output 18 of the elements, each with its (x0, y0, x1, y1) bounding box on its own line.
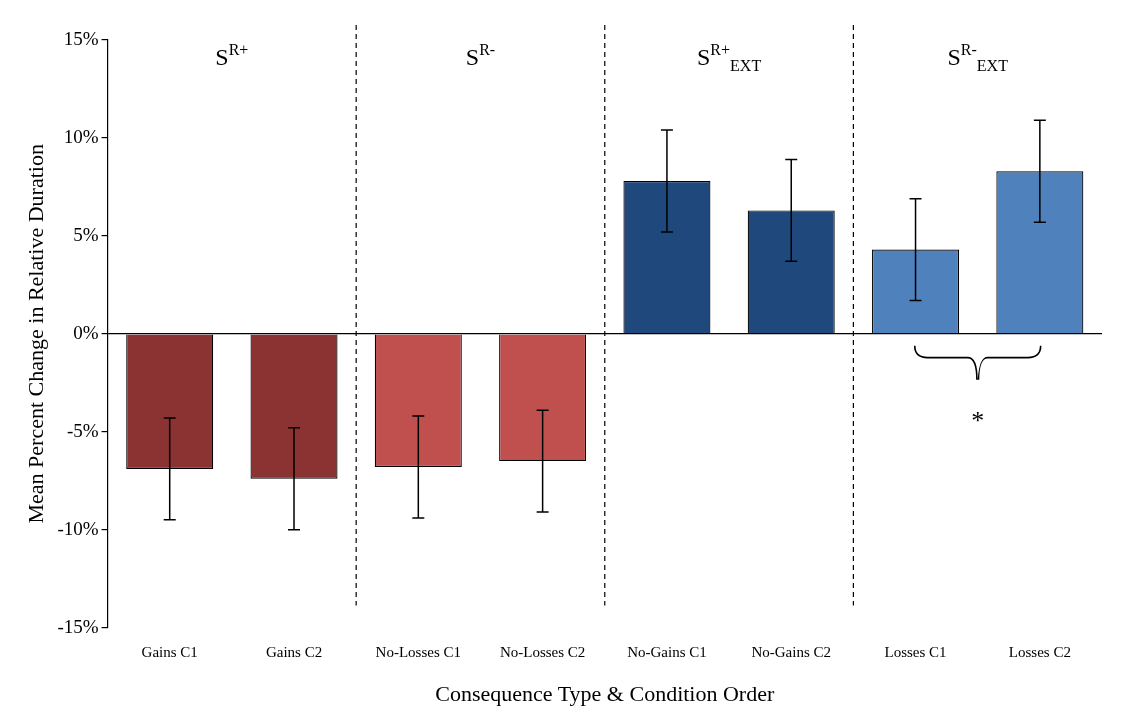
x-tick-label: No-Losses C2 (499, 643, 586, 660)
x-tick-label: No-Gains C2 (751, 643, 832, 660)
x-tick-label: Losses C2 (1008, 643, 1071, 660)
y-tick-label: -5% (66, 419, 99, 441)
y-tick-label: 15% (63, 27, 99, 49)
y-tick-label: 5% (73, 223, 99, 245)
y-tick-label: -10% (57, 517, 99, 539)
x-tick-label: Gains C1 (141, 643, 198, 660)
y-tick-label: 10% (63, 125, 99, 147)
annotation: * (971, 405, 985, 435)
x-tick-label: No-Losses C1 (375, 643, 462, 660)
y-axis-title: Mean Percent Change in Relative Duration (22, 144, 48, 524)
y-tick-label: 0% (73, 321, 99, 343)
x-tick-label: Gains C2 (265, 643, 323, 660)
x-tick-label: No-Gains C1 (627, 643, 707, 660)
y-tick-label: -15% (57, 615, 99, 637)
x-axis-title: Consequence Type & Condition Order (435, 680, 775, 706)
x-tick-label: Losses C1 (884, 643, 947, 660)
